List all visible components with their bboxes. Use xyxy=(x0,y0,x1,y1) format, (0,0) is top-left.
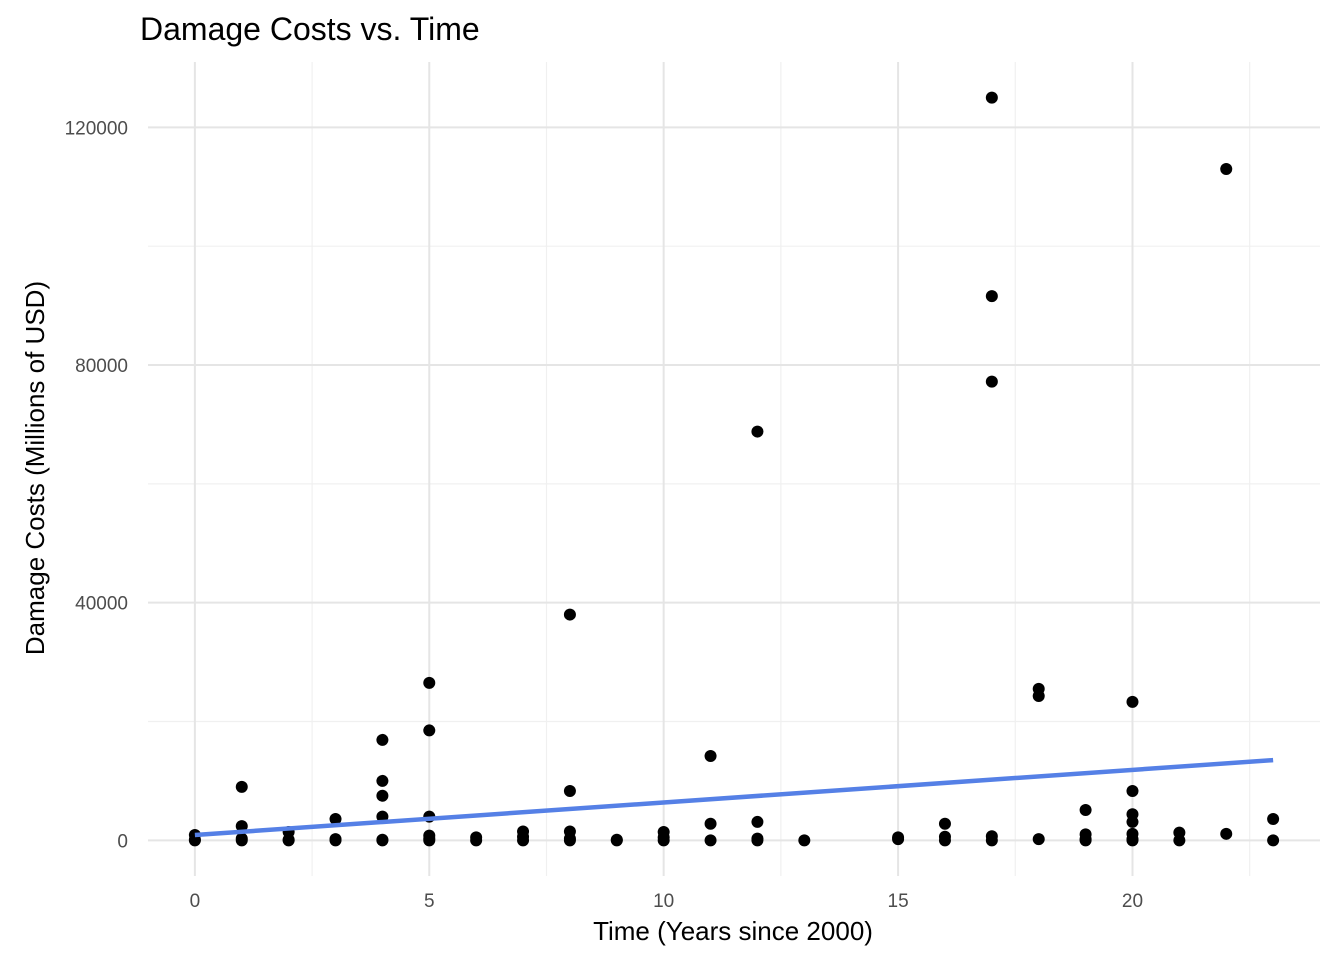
data-point xyxy=(704,749,717,762)
data-point xyxy=(985,834,998,847)
data-point xyxy=(376,733,389,746)
data-point xyxy=(563,785,576,798)
data-point xyxy=(1032,833,1045,846)
data-point xyxy=(798,834,811,847)
x-tick-label: 5 xyxy=(424,891,435,912)
data-point xyxy=(657,834,670,847)
data-point xyxy=(423,724,436,737)
y-tick-label: 80000 xyxy=(75,356,128,377)
data-points xyxy=(188,91,1280,847)
data-point xyxy=(938,817,951,830)
data-point xyxy=(938,834,951,847)
data-point xyxy=(751,834,764,847)
x-axis-tick-labels: 0 5 10 15 20 xyxy=(190,891,1143,912)
data-point xyxy=(235,820,248,833)
y-tick-label: 120000 xyxy=(65,118,128,139)
data-point xyxy=(985,375,998,388)
data-point xyxy=(1126,815,1139,828)
data-point xyxy=(423,834,436,847)
x-tick-label: 20 xyxy=(1122,891,1143,912)
data-point xyxy=(704,834,717,847)
data-point xyxy=(1032,689,1045,702)
data-point xyxy=(376,774,389,787)
data-point xyxy=(1173,834,1186,847)
major-grid xyxy=(148,62,1320,876)
data-point xyxy=(423,676,436,689)
data-point xyxy=(751,425,764,438)
data-point xyxy=(1079,804,1092,817)
y-axis-tick-labels: 0 40000 80000 120000 xyxy=(65,118,128,852)
data-point xyxy=(610,834,623,847)
data-point xyxy=(282,834,295,847)
data-point xyxy=(235,780,248,793)
data-point xyxy=(517,834,530,847)
data-point xyxy=(1220,827,1233,840)
data-point xyxy=(376,834,389,847)
data-point xyxy=(1220,162,1233,175)
data-point xyxy=(1126,834,1139,847)
minor-grid xyxy=(148,62,1320,876)
x-tick-label: 0 xyxy=(190,891,201,912)
data-point xyxy=(329,812,342,825)
trend-line-group xyxy=(194,757,1274,838)
data-point xyxy=(892,833,905,846)
data-point xyxy=(376,789,389,802)
data-point xyxy=(188,834,201,847)
data-point xyxy=(704,817,717,830)
data-point xyxy=(329,834,342,847)
data-point xyxy=(985,290,998,303)
y-axis-title: Damage Costs (Millions of USD) xyxy=(20,281,50,655)
x-tick-label: 10 xyxy=(653,891,674,912)
data-point xyxy=(235,834,248,847)
x-axis-title: Time (Years since 2000) xyxy=(593,916,873,946)
x-tick-label: 15 xyxy=(888,891,909,912)
data-point xyxy=(1079,834,1092,847)
data-point xyxy=(985,91,998,104)
data-point xyxy=(470,834,483,847)
data-point xyxy=(1267,834,1280,847)
data-point xyxy=(1267,812,1280,825)
chart-title: Damage Costs vs. Time xyxy=(140,11,480,47)
data-point xyxy=(1126,695,1139,708)
data-point xyxy=(1126,785,1139,798)
y-tick-label: 40000 xyxy=(75,594,128,615)
data-point xyxy=(563,608,576,621)
data-point xyxy=(563,834,576,847)
data-point xyxy=(751,815,764,828)
y-tick-label: 0 xyxy=(117,831,128,852)
trend-line xyxy=(194,757,1274,838)
